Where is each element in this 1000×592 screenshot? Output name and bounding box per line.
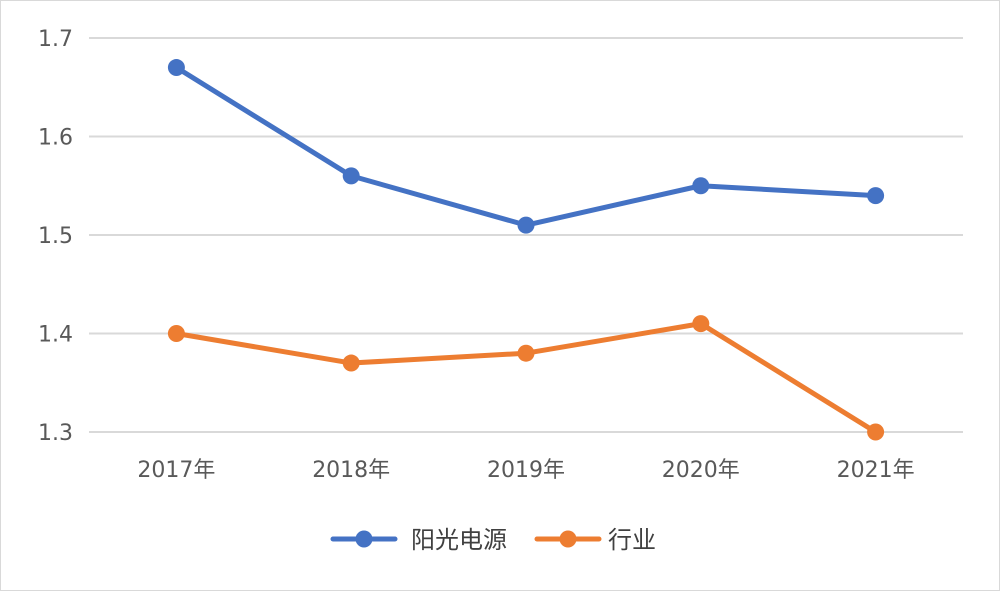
y-tick-label: 1.3 [38,421,73,446]
x-axis-tick-labels: 2017年 2018年 2019年 2020年 2021年 [137,458,914,483]
gridlines [89,37,963,433]
y-tick-label: 1.4 [38,323,73,348]
data-point [867,423,885,441]
data-series [167,59,885,441]
legend-marker [559,530,577,548]
y-tick-label: 1.7 [38,27,73,52]
x-tick-label: 2017年 [137,458,215,483]
legend-item: 行业 [534,526,656,554]
x-tick-label: 2019年 [487,458,565,483]
series-line [173,321,879,435]
data-point [342,354,360,372]
y-axis-tick-labels: 1.3 1.4 1.5 1.6 1.7 [38,27,73,446]
x-tick-label: 2018年 [312,458,390,483]
y-tick-label: 1.5 [38,224,73,249]
legend-item: 阳光电源 [330,526,507,554]
series-0 [167,59,885,234]
data-point [167,325,185,342]
data-point [342,167,360,185]
series-1 [167,315,885,441]
data-point [517,344,535,362]
series-line [173,65,879,228]
data-point [692,315,710,333]
legend-label: 阳光电源 [411,526,507,554]
data-point [692,177,710,195]
data-point [867,187,885,205]
x-tick-label: 2020年 [662,458,740,483]
legend-label: 行业 [608,526,656,554]
legend: 阳光电源 行业 [330,526,656,554]
y-tick-label: 1.6 [38,126,73,151]
data-point [167,59,185,77]
x-tick-label: 2021年 [837,458,915,483]
data-point [517,216,535,234]
legend-marker [355,530,373,548]
